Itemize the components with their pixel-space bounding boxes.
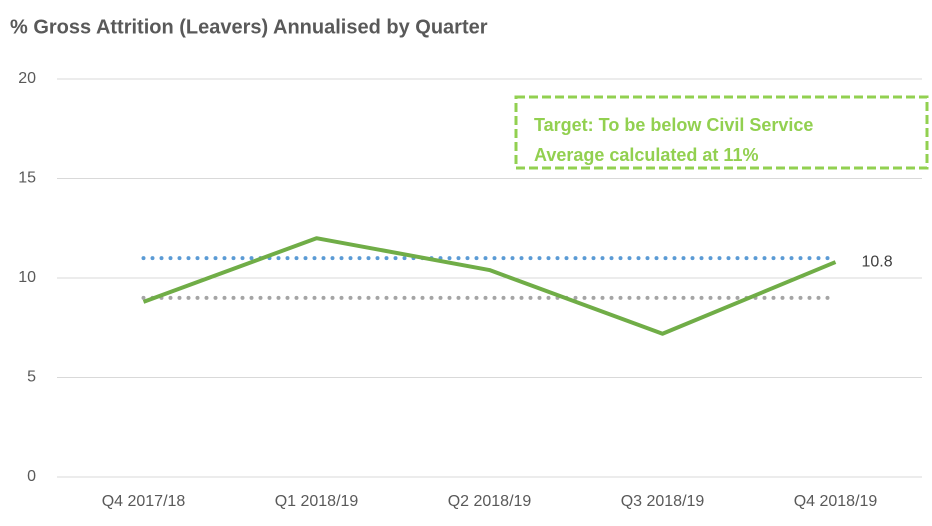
data-line [142, 236, 837, 336]
x-tick-label: Q4 2018/19 [794, 493, 878, 510]
x-tick-label: Q1 2018/19 [275, 493, 359, 510]
y-tick-label: 15 [18, 170, 36, 187]
annotation-text: Average calculated at 11% [534, 145, 758, 165]
annotation-text: Target: To be below Civil Service [534, 115, 813, 135]
x-tick-label: Q2 2018/19 [448, 493, 532, 510]
annotation-box [514, 95, 929, 170]
x-tick-label: Q4 2017/18 [102, 493, 186, 510]
y-tick-label: 10 [18, 269, 36, 286]
x-tick-label: Q3 2018/19 [621, 493, 705, 510]
y-tick-label: 0 [27, 468, 36, 485]
y-tick-label: 5 [27, 369, 36, 386]
y-tick-label: 20 [18, 70, 36, 87]
data-label: 10.8 [862, 253, 893, 270]
chart-title: % Gross Attrition (Leavers) Annualised b… [10, 16, 488, 38]
